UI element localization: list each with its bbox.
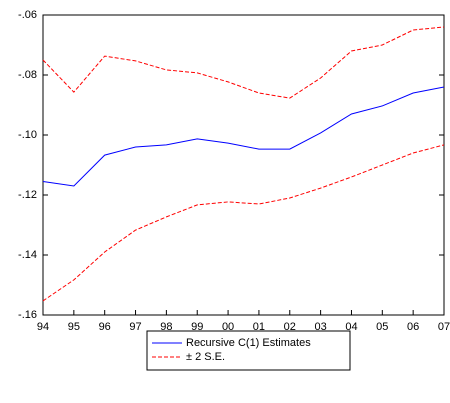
x-tick-label: 97	[129, 321, 141, 333]
x-tick-label: 98	[160, 321, 172, 333]
x-tick-label: 03	[314, 321, 326, 333]
y-tick-label: -.06	[18, 9, 37, 21]
series-line	[42, 26, 445, 99]
y-tick-label: -.14	[18, 249, 37, 261]
legend-label: Recursive C(1) Estimates	[186, 337, 311, 349]
legend-box	[146, 330, 351, 371]
x-tick-label: 06	[407, 321, 419, 333]
x-tick-label: 05	[376, 321, 388, 333]
x-tick-label: 95	[68, 321, 80, 333]
y-tick-label: -.16	[18, 309, 37, 321]
plot-frame	[42, 14, 445, 316]
x-tick-label: 00	[222, 321, 234, 333]
y-tick-label: -.12	[18, 189, 37, 201]
series-line	[42, 86, 445, 187]
x-tick-label: 94	[37, 321, 49, 333]
x-tick-label: 07	[438, 321, 450, 333]
y-tick-label: -.10	[18, 129, 37, 141]
legend-label: ± 2 S.E.	[186, 351, 225, 363]
y-tick-label: -.08	[18, 69, 37, 81]
x-tick-label: 04	[345, 321, 357, 333]
x-tick-label: 96	[99, 321, 111, 333]
x-tick-label: 01	[253, 321, 265, 333]
x-tick-label: 99	[191, 321, 203, 333]
x-tick-label: 02	[284, 321, 296, 333]
series-line	[42, 144, 445, 302]
